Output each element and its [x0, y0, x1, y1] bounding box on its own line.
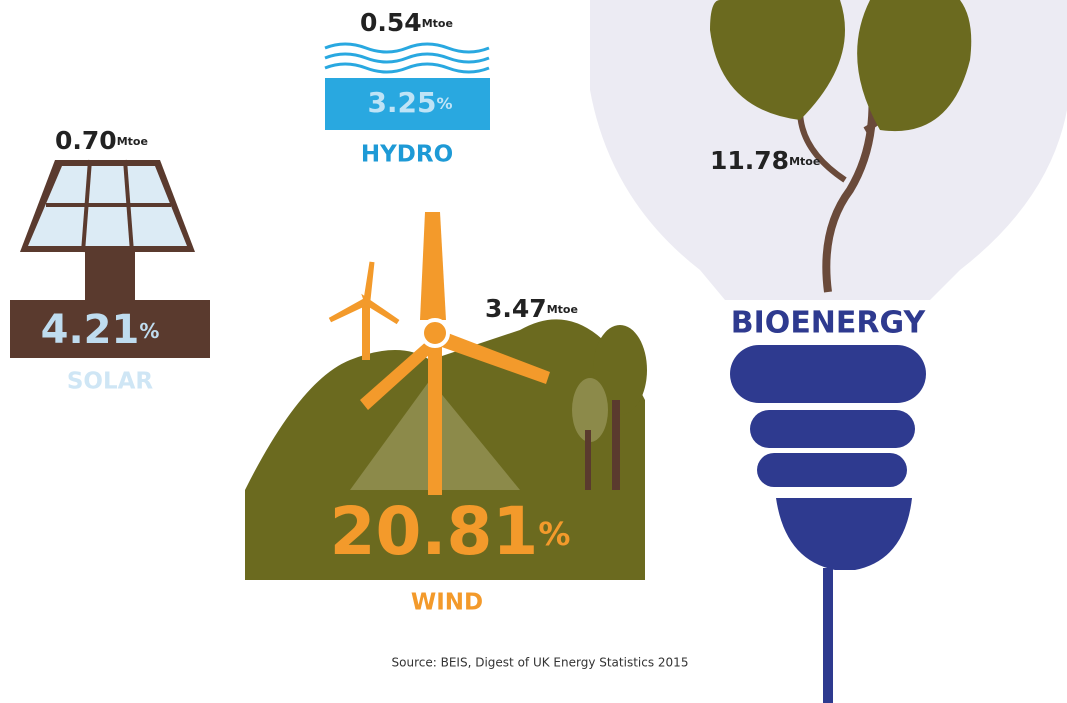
- text-part: 0.54: [360, 8, 422, 37]
- solar-amount: 0.70Mtoe: [55, 126, 148, 155]
- wind-label: WIND: [411, 590, 483, 616]
- source-note: Source: BEIS, Digest of UK Energy Statis…: [392, 656, 689, 670]
- text-part: Mtoe: [422, 17, 453, 30]
- text-part: 11.78: [710, 146, 789, 175]
- text-part: 4.21: [41, 307, 140, 353]
- text-part: 20.81: [330, 493, 539, 570]
- bioenergy-label: BIOENERGY: [731, 306, 927, 341]
- infographic: 11.78Mtoe BIOENERGY 0.54Mtoe 3.25% HYDRO…: [0, 0, 1067, 703]
- bulb-icon: [590, 0, 1067, 703]
- text-part: 3.47: [485, 294, 547, 323]
- wind-share: 20.81%: [330, 493, 571, 570]
- text-part: Mtoe: [789, 155, 820, 168]
- text-part: Mtoe: [547, 303, 578, 316]
- text-part: 3.25: [367, 86, 436, 119]
- text-part: %: [538, 515, 570, 553]
- wind-amount: 3.47Mtoe: [485, 294, 578, 323]
- text-part: %: [437, 94, 453, 113]
- solar-label: SOLAR: [67, 369, 154, 395]
- text-part: Mtoe: [117, 135, 148, 148]
- text-part: %: [139, 319, 159, 343]
- hydro-label: HYDRO: [361, 142, 453, 168]
- text-part: 0.70: [55, 126, 117, 155]
- hydro-amount: 0.54Mtoe: [360, 8, 453, 37]
